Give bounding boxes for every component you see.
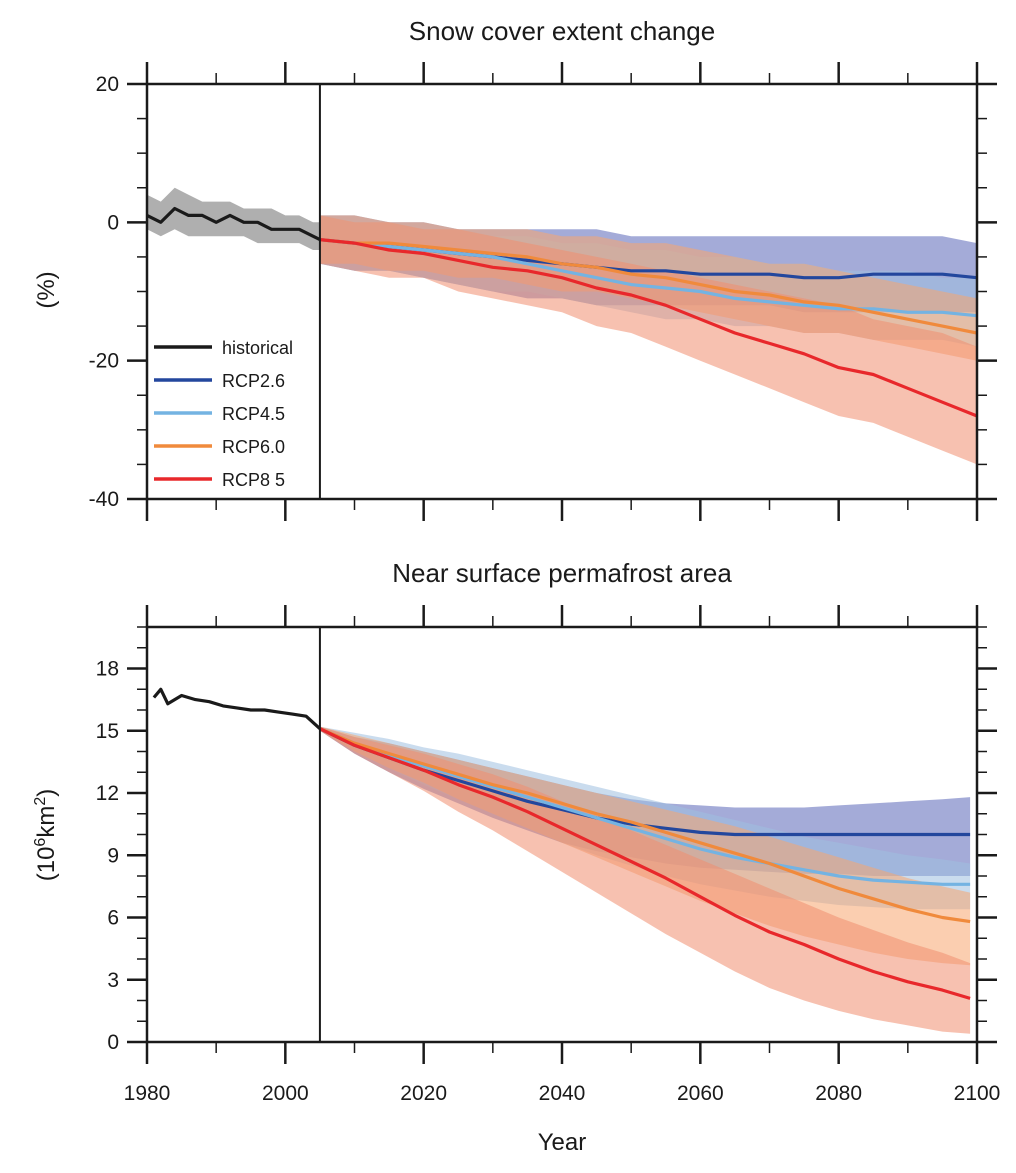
x-tick-label: 2020 bbox=[400, 1082, 447, 1105]
y-axis-label-permafrost: (106km2) bbox=[32, 789, 60, 882]
y-tick-label: 9 bbox=[107, 844, 119, 867]
legend-label: RCP6.0 bbox=[222, 437, 285, 457]
x-tick-label: 2080 bbox=[815, 1082, 862, 1105]
y-tick-label: 15 bbox=[96, 720, 119, 743]
y-tick-label: 0 bbox=[107, 1031, 119, 1054]
y-tick-label: -40 bbox=[89, 488, 119, 511]
x-tick-label: 2040 bbox=[539, 1082, 586, 1105]
y-axis-label-snow: (%) bbox=[33, 271, 60, 308]
legend: historical RCP2.6 RCP4.5 RCP6.0 RCP8 5 bbox=[154, 338, 293, 490]
x-axis-label: Year bbox=[538, 1129, 587, 1156]
line-rcp6-0 bbox=[319, 238, 977, 335]
x-tick-label: 1980 bbox=[124, 1082, 171, 1105]
line-historical bbox=[152, 687, 321, 730]
y-tick-label: -20 bbox=[89, 350, 119, 373]
line-rcp4-5 bbox=[319, 727, 971, 886]
line-rcp8-5 bbox=[319, 727, 971, 1000]
y-label-part-2: km bbox=[33, 806, 60, 838]
y-tick-label: 0 bbox=[107, 211, 119, 234]
permafrost-plot-area: 0 3 6 9 12 15 18 1980 2000 2020 2040 2060 2080 2100 bbox=[96, 605, 1001, 1105]
legend-label: RCP2.6 bbox=[222, 371, 285, 391]
band-rcp8-5 bbox=[319, 215, 977, 465]
y-label-part-1: (10 bbox=[33, 847, 60, 882]
x-tick-label: 2000 bbox=[262, 1082, 309, 1105]
y-tick-label: 6 bbox=[107, 907, 119, 930]
permafrost-panel: Near surface permafrost area (106km2) 03… bbox=[32, 558, 1000, 1156]
line-historical bbox=[147, 206, 321, 242]
line-rcp6-0 bbox=[319, 727, 971, 924]
line-rcp8-5 bbox=[319, 238, 977, 418]
y-tick-label: 20 bbox=[96, 73, 119, 96]
chart-title-permafrost: Near surface permafrost area bbox=[392, 558, 732, 588]
y-label-part-3: ) bbox=[33, 789, 60, 797]
legend-label: RCP4.5 bbox=[222, 404, 285, 424]
plot-content bbox=[152, 687, 971, 1034]
y-tick-label: 12 bbox=[96, 782, 119, 805]
chart-title-snow: Snow cover extent change bbox=[409, 16, 715, 46]
line-rcp4-5 bbox=[319, 238, 977, 318]
band-rcp8-5 bbox=[319, 726, 971, 1034]
y-label-sup-2: 2 bbox=[32, 797, 49, 806]
plot-content bbox=[147, 187, 977, 465]
legend-label: RCP8 5 bbox=[222, 470, 285, 490]
legend-label: historical bbox=[222, 338, 293, 358]
x-tick-label: 2060 bbox=[677, 1082, 724, 1105]
x-tick-label: 2100 bbox=[954, 1082, 1001, 1105]
y-tick-label: 3 bbox=[107, 969, 119, 992]
y-label-sup-1: 6 bbox=[32, 838, 49, 847]
y-tick-label: 18 bbox=[96, 658, 119, 681]
snow-cover-panel: Snow cover extent change (%) 20 0 -20 -40 h… bbox=[33, 16, 997, 521]
snow-plot-area: 20 0 -20 -40 bbox=[89, 62, 997, 521]
